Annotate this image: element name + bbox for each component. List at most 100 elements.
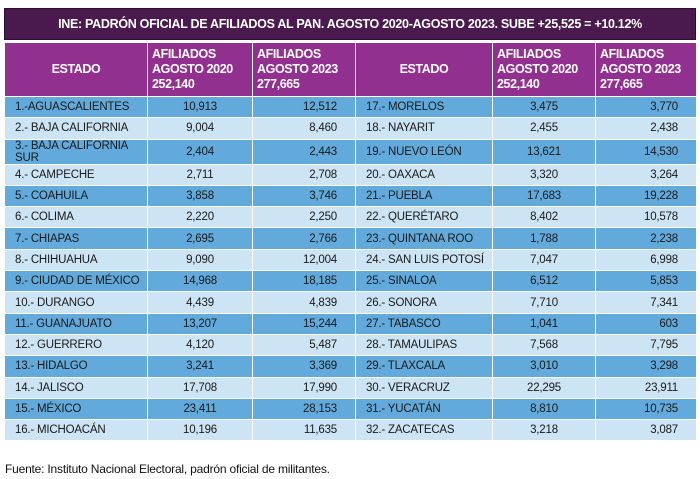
cell-afiliados-2023: 2,766 bbox=[252, 227, 356, 250]
cell-afiliados-2023: 7,341 bbox=[595, 291, 697, 314]
cell-afiliados-2023: 23,911 bbox=[595, 376, 697, 399]
cell-afiliados-2020: 23,411 bbox=[147, 397, 253, 421]
cell-afiliados-2023: 5,853 bbox=[595, 270, 697, 293]
header-row: ESTADO AFILIADOS AGOSTO 2020 252,140 AFI… bbox=[4, 42, 697, 97]
cell-afiliados-2020: 13,207 bbox=[147, 312, 253, 335]
header-label: AFILIADOS bbox=[600, 47, 664, 61]
header-afiliados-2020-right: AFILIADOS AGOSTO 2020 252,140 bbox=[492, 42, 596, 97]
cell-estado: 31.- YUCATÁN bbox=[355, 397, 493, 421]
cell-afiliados-2023: 3,298 bbox=[595, 355, 697, 378]
cell-estado: 22.- QUERÉTARO bbox=[355, 206, 493, 229]
header-period: AGOSTO 2020 bbox=[497, 62, 578, 76]
cell-afiliados-2020: 2,455 bbox=[492, 117, 596, 140]
cell-afiliados-2020: 3,320 bbox=[492, 163, 596, 186]
header-period: AGOSTO 2023 bbox=[257, 62, 338, 76]
cell-afiliados-2023: 2,238 bbox=[595, 227, 697, 250]
cell-afiliados-2023: 28,153 bbox=[252, 397, 356, 421]
table-row: 12.- GUERRERO 4,120 5,487 28.- TAMAULIPAS 7,… bbox=[4, 333, 697, 357]
cell-afiliados-2020: 4,120 bbox=[147, 333, 253, 357]
cell-afiliados-2023: 12,004 bbox=[252, 248, 356, 272]
table-row: 14.- JALISCO 17,708 17,990 30.- VERACRUZ 22,… bbox=[4, 376, 697, 399]
cell-afiliados-2023: 603 bbox=[595, 312, 697, 335]
cell-estado: 9.- CIUDAD DE MÉXICO bbox=[4, 270, 148, 293]
cell-afiliados-2020: 10,196 bbox=[147, 419, 253, 442]
cell-estado: 7.- CHIAPAS bbox=[4, 227, 148, 250]
cell-estado: 11.- GUANAJUATO bbox=[4, 312, 148, 335]
cell-estado: 6.- COLIMA bbox=[4, 206, 148, 229]
header-period: AGOSTO 2023 bbox=[600, 62, 681, 76]
cell-afiliados-2020: 4,439 bbox=[147, 291, 253, 314]
cell-afiliados-2020: 2,695 bbox=[147, 227, 253, 250]
table-row: 1.-AGUASCALIENTES 10,913 12,512 17.- MORELO… bbox=[4, 95, 697, 119]
cell-estado: 32.- ZACATECAS bbox=[355, 419, 493, 442]
cell-estado: 27.- TABASCO bbox=[355, 312, 493, 335]
header-afiliados-2020-left: AFILIADOS AGOSTO 2020 252,140 bbox=[147, 42, 253, 97]
table-row: 8.- CHIHUAHUA 9,090 12,004 24.- SAN LUIS PO… bbox=[4, 248, 697, 272]
cell-estado: 30.- VERACRUZ bbox=[355, 376, 493, 399]
header-estado-right: ESTADO bbox=[355, 42, 493, 97]
cell-afiliados-2023: 3,369 bbox=[252, 355, 356, 378]
cell-afiliados-2020: 2,404 bbox=[147, 138, 253, 165]
cell-afiliados-2020: 3,218 bbox=[492, 419, 596, 442]
cell-estado: 12.- GUERRERO bbox=[4, 333, 148, 357]
cell-estado: 26.- SONORA bbox=[355, 291, 493, 314]
table-row: 3.- BAJA CALIFORNIA SUR 2,404 2,443 19.- NU… bbox=[4, 138, 697, 165]
header-total: 277,665 bbox=[257, 77, 300, 91]
cell-afiliados-2023: 14,530 bbox=[595, 138, 697, 165]
cell-afiliados-2020: 14,968 bbox=[147, 270, 253, 293]
cell-afiliados-2020: 7,710 bbox=[492, 291, 596, 314]
cell-afiliados-2023: 3,770 bbox=[595, 95, 697, 119]
cell-afiliados-2020: 10,913 bbox=[147, 95, 253, 119]
source-note: Fuente: Instituto Nacional Electoral, pa… bbox=[5, 462, 330, 476]
cell-afiliados-2020: 7,047 bbox=[492, 248, 596, 272]
cell-afiliados-2020: 3,010 bbox=[492, 355, 596, 378]
cell-estado: 24.- SAN LUIS POTOSÍ bbox=[355, 248, 493, 272]
cell-afiliados-2020: 3,241 bbox=[147, 355, 253, 378]
cell-afiliados-2023: 19,228 bbox=[595, 184, 697, 208]
table-row: 6.- COLIMA 2,220 2,250 22.- QUERÉTARO 8,402 1… bbox=[4, 206, 697, 229]
cell-estado: 28.- TAMAULIPAS bbox=[355, 333, 493, 357]
cell-afiliados-2023: 17,990 bbox=[252, 376, 356, 399]
header-afiliados-2023-left: AFILIADOS AGOSTO 2023 277,665 bbox=[252, 42, 356, 97]
table-row: 4.- CAMPECHE 2,711 2,708 20.- OAXACA 3,320 3,… bbox=[4, 163, 697, 186]
cell-afiliados-2023: 6,998 bbox=[595, 248, 697, 272]
cell-estado: 25.- SINALOA bbox=[355, 270, 493, 293]
cell-afiliados-2023: 8,460 bbox=[252, 117, 356, 140]
header-estado-left: ESTADO bbox=[4, 42, 148, 97]
header-total: 252,140 bbox=[497, 77, 540, 91]
cell-afiliados-2023: 3,264 bbox=[595, 163, 697, 186]
cell-afiliados-2023: 10,578 bbox=[595, 206, 697, 229]
cell-afiliados-2023: 18,185 bbox=[252, 270, 356, 293]
header-total: 277,665 bbox=[600, 77, 643, 91]
cell-estado: 8.- CHIHUAHUA bbox=[4, 248, 148, 272]
cell-afiliados-2023: 2,250 bbox=[252, 206, 356, 229]
cell-afiliados-2023: 4,839 bbox=[252, 291, 356, 314]
cell-afiliados-2020: 8,810 bbox=[492, 397, 596, 421]
cell-afiliados-2020: 17,708 bbox=[147, 376, 253, 399]
cell-afiliados-2023: 11,635 bbox=[252, 419, 356, 442]
cell-estado: 2.- BAJA CALIFORNIA bbox=[4, 117, 148, 140]
table-row: 9.- CIUDAD DE MÉXICO 14,968 18,185 25.- SIN… bbox=[4, 270, 697, 293]
table-title: INE: PADRÓN OFICIAL DE AFILIADOS AL PAN.… bbox=[4, 8, 696, 40]
cell-afiliados-2020: 9,004 bbox=[147, 117, 253, 140]
cell-afiliados-2020: 1,788 bbox=[492, 227, 596, 250]
cell-afiliados-2023: 12,512 bbox=[252, 95, 356, 119]
cell-estado: 18.- NAYARIT bbox=[355, 117, 493, 140]
cell-afiliados-2020: 17,683 bbox=[492, 184, 596, 208]
cell-afiliados-2020: 22,295 bbox=[492, 376, 596, 399]
cell-afiliados-2020: 3,475 bbox=[492, 95, 596, 119]
cell-estado: 13.- HIDALGO bbox=[4, 355, 148, 378]
cell-afiliados-2020: 8,402 bbox=[492, 206, 596, 229]
table-row: 10.- DURANGO 4,439 4,839 26.- SONORA 7,710 7,… bbox=[4, 291, 697, 314]
afiliados-table: ESTADO AFILIADOS AGOSTO 2020 252,140 AFI… bbox=[4, 42, 697, 442]
cell-afiliados-2020: 7,568 bbox=[492, 333, 596, 357]
table-container: INE: PADRÓN OFICIAL DE AFILIADOS AL PAN.… bbox=[4, 8, 697, 442]
cell-estado: 17.- MORELOS bbox=[355, 95, 493, 119]
cell-afiliados-2023: 7,795 bbox=[595, 333, 697, 357]
cell-afiliados-2023: 10,735 bbox=[595, 397, 697, 421]
cell-afiliados-2020: 2,711 bbox=[147, 163, 253, 186]
cell-estado: 1.-AGUASCALIENTES bbox=[4, 95, 148, 119]
header-label: AFILIADOS bbox=[497, 47, 561, 61]
cell-afiliados-2023: 2,438 bbox=[595, 117, 697, 140]
cell-estado: 19.- NUEVO LEÓN bbox=[355, 138, 493, 165]
